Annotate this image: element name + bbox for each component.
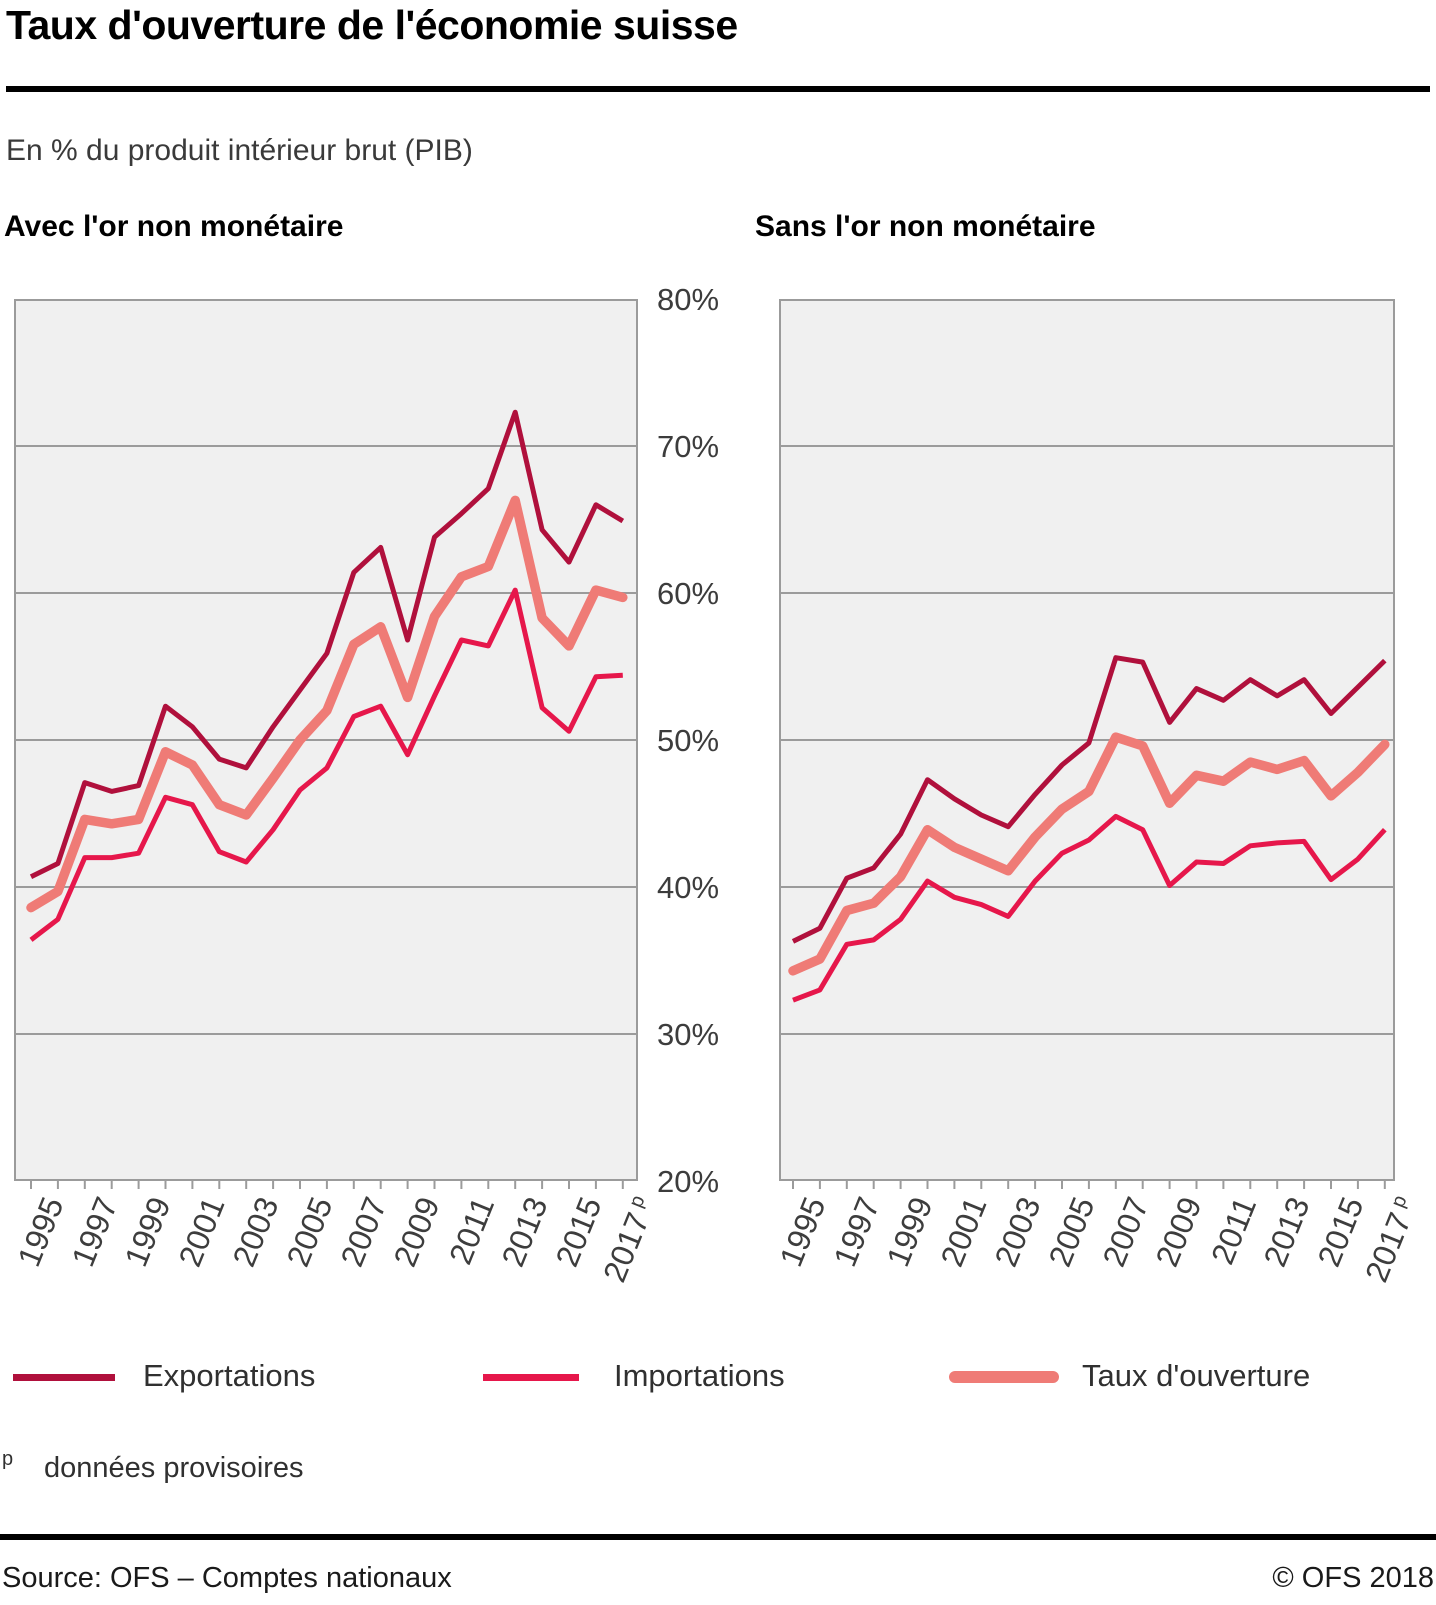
x-tick-label: 2013 — [494, 1192, 555, 1272]
x-tick-label: 2007 — [333, 1192, 394, 1272]
y-tick-label: 30% — [657, 1017, 720, 1052]
x-axis-labels-right: 1995 1997 1999 2001 2003 2005 2007 2009 2011 2013… — [772, 1192, 1418, 1342]
importations-line-swatch — [483, 1374, 579, 1381]
source-text: Source: OFS – Comptes nationaux — [2, 1562, 452, 1594]
series-importations — [792, 813, 1387, 1003]
series-taux-d-ouverture — [788, 732, 1390, 976]
taux-ouverture-line-swatch — [949, 1371, 1059, 1383]
provisional-marker: p — [622, 1192, 650, 1216]
y-tick-label: 40% — [657, 870, 720, 905]
chart-without-gold — [779, 299, 1395, 1189]
legend-label-taux-ouverture: Taux d'ouverture — [1082, 1358, 1311, 1393]
x-tick-label: 2011 — [1203, 1192, 1263, 1270]
footnote-marker: p — [2, 1448, 14, 1470]
footnote-text: données provisoires — [44, 1452, 304, 1484]
series-exportations — [29, 409, 625, 879]
series-importations — [29, 587, 623, 942]
y-tick-label: 80% — [657, 282, 720, 317]
page-subtitle: En % du produit intérieur brut (PIB) — [6, 134, 473, 167]
title-rule — [6, 86, 1430, 92]
provisional-marker: p — [1384, 1192, 1412, 1216]
legend-label-importations: Importations — [614, 1358, 785, 1393]
chart-title-without-gold: Sans l'or non monétaire — [755, 210, 1096, 243]
chart-title-with-gold: Avec l'or non monétaire — [4, 210, 344, 243]
x-tick-label: 2013 — [1256, 1192, 1317, 1272]
y-tick-label: 50% — [657, 723, 720, 758]
exportations-line-swatch — [13, 1374, 115, 1381]
series-taux-d-ouverture — [26, 495, 628, 913]
series-exportations — [791, 655, 1387, 944]
x-axis-labels-left: 1995 1997 1999 2001 2003 2005 2007 2009 2011 2013… — [10, 1192, 656, 1342]
x-tick-label: 1999 — [879, 1192, 940, 1272]
x-tick-label: 1995 — [10, 1192, 71, 1272]
x-tick-label: 1997 — [64, 1192, 125, 1272]
y-tick-label: 70% — [657, 429, 720, 464]
page-title: Taux d'ouverture de l'économie suisse — [6, 2, 738, 48]
copyright-text: © OFS 2018 — [1272, 1562, 1434, 1594]
legend-label-exportations: Exportations — [143, 1358, 316, 1393]
x-tick-label: 1999 — [117, 1192, 178, 1272]
x-tick-label: 2009 — [386, 1192, 447, 1272]
y-tick-label: 20% — [657, 1164, 720, 1199]
x-tick-label: 2001 — [171, 1192, 232, 1272]
x-tick-label: 2007 — [1095, 1192, 1156, 1272]
x-tick-label: 2001 — [933, 1192, 994, 1272]
x-tick-label: 2005 — [279, 1192, 340, 1272]
x-tick-label: 2011 — [441, 1192, 501, 1270]
chart-with-gold — [14, 299, 638, 1189]
x-tick-label: 2009 — [1148, 1192, 1209, 1272]
x-tick-label: 2003 — [987, 1192, 1048, 1272]
x-tick-label: 2003 — [225, 1192, 286, 1272]
x-tick-label: 1995 — [772, 1192, 833, 1272]
x-tick-label: 2005 — [1041, 1192, 1102, 1272]
x-tick-label: 1997 — [826, 1192, 887, 1272]
bottom-rule — [0, 1534, 1436, 1540]
y-tick-label: 60% — [657, 576, 720, 611]
